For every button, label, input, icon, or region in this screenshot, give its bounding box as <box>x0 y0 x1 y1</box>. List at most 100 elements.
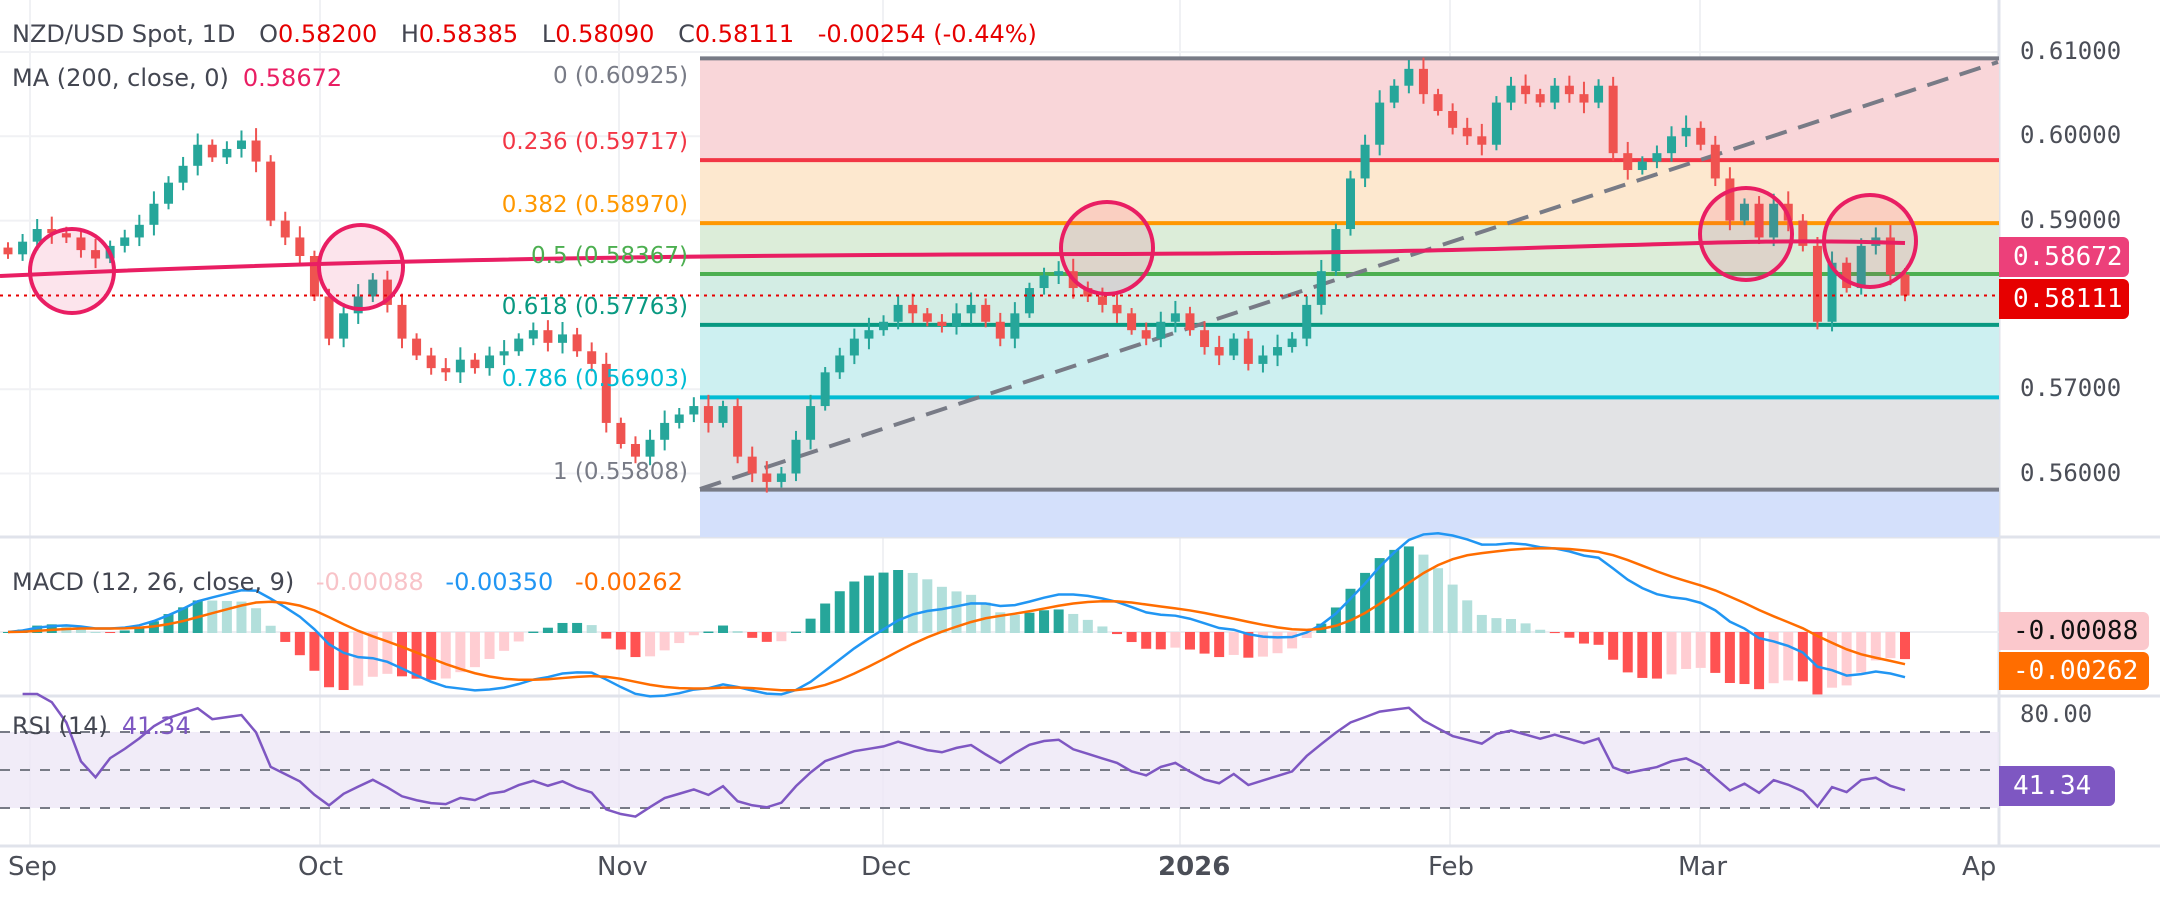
low-label: L <box>541 20 556 48</box>
candle-body <box>412 338 422 356</box>
macd-histogram-bar <box>615 632 626 650</box>
candle-body <box>324 296 334 339</box>
macd-histogram-bar <box>338 632 349 691</box>
candle-body <box>528 330 538 339</box>
macd-histogram-bar <box>440 632 451 679</box>
ma-price-tag: 0.58672 <box>1999 237 2129 277</box>
candle-body <box>426 355 436 369</box>
macd-histogram-bar <box>1739 632 1750 685</box>
macd-hist-tag: -0.00088 <box>1999 612 2149 650</box>
macd-histogram-bar <box>863 575 874 633</box>
macd-histogram-bar <box>294 632 305 656</box>
macd-histogram-bar <box>1228 632 1239 655</box>
candle-body <box>1360 144 1370 179</box>
macd-histogram-bar <box>528 631 539 633</box>
candle-body <box>1667 136 1677 154</box>
macd-histogram-bar <box>951 591 962 633</box>
candle-body <box>879 321 889 331</box>
candle-body <box>864 330 874 339</box>
symbol-title: NZD/USD Spot, 1D <box>12 20 236 48</box>
ma-value: 0.58672 <box>242 64 343 92</box>
open-value: 0.58200 <box>277 20 378 48</box>
macd-histogram-bar <box>732 631 743 633</box>
candle-body <box>893 304 903 322</box>
macd-histogram-bar <box>1783 632 1794 681</box>
macd-signal-tag: -0.00262 <box>1999 652 2149 690</box>
macd-histogram-bar <box>674 632 685 644</box>
macd-histogram-bar <box>1637 632 1648 678</box>
candle-body <box>1141 330 1151 339</box>
macd-histogram-bar <box>557 622 568 633</box>
candle-body <box>995 321 1005 339</box>
candle-body <box>747 456 757 474</box>
macd-line-value: -0.00350 <box>445 568 554 596</box>
last-price-tag: 0.58111 <box>1999 279 2129 319</box>
macd-histogram-bar <box>1768 632 1779 684</box>
candle-body <box>601 363 611 423</box>
candle-body <box>1200 330 1210 348</box>
time-axis-label: Feb <box>1428 852 1475 882</box>
candle-body <box>1856 245 1866 289</box>
macd-histogram-bar <box>426 632 437 680</box>
highlight-circle <box>1698 186 1794 282</box>
candle-body <box>1535 94 1545 103</box>
macd-histogram-bar <box>1257 632 1268 657</box>
rsi-band <box>0 732 1999 808</box>
candle-body <box>689 406 699 415</box>
candle-body <box>645 439 655 457</box>
macd-histogram-bar <box>601 632 612 639</box>
fib-label: 0.618 (0.57763) <box>501 293 688 320</box>
candle-body <box>251 140 261 162</box>
candle-body <box>1637 161 1647 171</box>
candle-body <box>820 372 830 407</box>
candle-body <box>1345 178 1355 230</box>
time-axis-label: Dec <box>861 852 912 882</box>
candle-body <box>1054 271 1064 276</box>
macd-histogram-bar <box>1681 632 1692 669</box>
macd-histogram-bar <box>1812 632 1823 695</box>
fibonacci-retracement[interactable] <box>699 56 1999 537</box>
macd-histogram-bar <box>1870 632 1881 661</box>
candle-body <box>1170 313 1180 322</box>
macd-histogram-bar <box>1184 632 1195 650</box>
candle-body <box>1156 321 1166 339</box>
candle-body <box>3 247 13 255</box>
macd-histogram-bar <box>1389 549 1400 633</box>
candle-body <box>266 161 276 221</box>
macd-histogram-bar <box>1374 558 1385 633</box>
macd-histogram-bar <box>1126 632 1137 643</box>
macd-hist-value: -0.00088 <box>315 568 424 596</box>
candle-body <box>499 351 509 356</box>
candle-body <box>1842 262 1852 289</box>
macd-histogram-bar <box>1418 554 1429 633</box>
candle-body <box>280 220 290 238</box>
macd-histogram-bar <box>572 622 583 633</box>
macd-histogram-bar <box>251 608 262 633</box>
macd-histogram-bar <box>1433 568 1444 633</box>
fib-label: 0.382 (0.58970) <box>501 192 688 219</box>
candle-body <box>1900 274 1910 296</box>
macd-histogram-bar <box>659 632 670 651</box>
candle-body <box>922 313 932 322</box>
candle-body <box>1550 85 1560 103</box>
candle-body <box>1287 338 1297 348</box>
ma-legend: MA (200, close, 0) 0.58672 <box>12 64 348 92</box>
macd-histogram-bar <box>1476 614 1487 633</box>
candle-body <box>178 165 188 183</box>
candle-body <box>806 406 816 440</box>
macd-histogram-bar <box>995 612 1006 633</box>
candle-body <box>1710 144 1720 179</box>
rsi-value: 41.34 <box>121 712 191 740</box>
rsi-axis-80: 80.00 <box>2020 700 2093 728</box>
macd-histogram-bar <box>1549 632 1560 634</box>
candle-body <box>543 330 553 343</box>
macd-histogram-bar <box>353 632 364 686</box>
candle-body <box>193 144 203 166</box>
candle-body <box>1418 68 1428 95</box>
candle-body <box>1477 136 1487 145</box>
candle-body <box>1229 338 1239 356</box>
macd-histogram-bar <box>207 600 218 633</box>
macd-histogram-bar <box>878 572 889 633</box>
candle-body <box>32 229 42 242</box>
